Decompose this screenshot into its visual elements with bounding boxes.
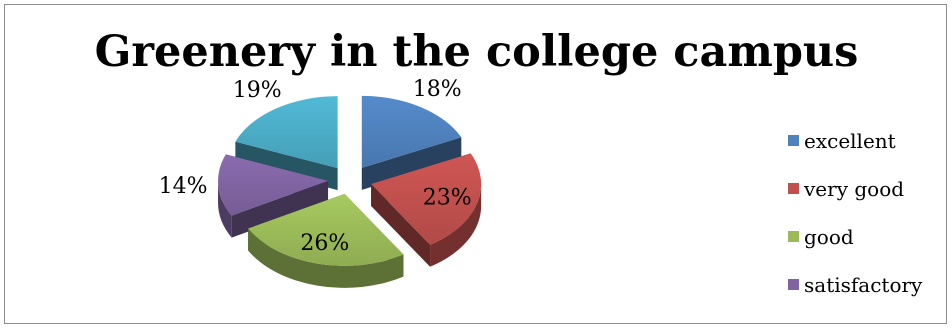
chart-area: Greenery in the college campus 18% 23% 26%… xyxy=(4,4,947,324)
pie-slice-wall xyxy=(361,137,462,190)
pie-data-label: 23% xyxy=(423,185,472,210)
pie-slice xyxy=(218,154,329,216)
legend-swatch xyxy=(788,135,799,146)
pie-slice xyxy=(371,153,482,245)
pie-slice-side xyxy=(248,228,404,288)
legend-swatch xyxy=(788,231,799,242)
pie-data-label: 18% xyxy=(413,77,462,102)
pie-data-label: 26% xyxy=(300,231,349,256)
legend-label: excellent xyxy=(804,129,896,153)
legend-item: good xyxy=(788,225,948,249)
pie-slice-wall xyxy=(371,183,431,267)
pie-slice-side xyxy=(218,180,232,238)
legend-label: good xyxy=(804,225,854,249)
chart-legend: excellent very good good satisfactory xyxy=(788,129,948,321)
pie-slice xyxy=(235,96,338,169)
pie-slice-side xyxy=(430,183,482,267)
legend-label: very good xyxy=(804,177,905,201)
pie-chart: 18% 23% 26% 14% 19% xyxy=(159,77,482,288)
legend-item: very good xyxy=(788,177,948,201)
pie-data-label: 19% xyxy=(233,78,282,103)
legend-label: satisfactory xyxy=(804,273,923,297)
legend-item: excellent xyxy=(788,129,948,153)
pie-data-label: 14% xyxy=(159,174,208,199)
pie-slice xyxy=(361,95,462,168)
legend-swatch xyxy=(788,183,799,194)
chart-title: Greenery in the college campus xyxy=(94,27,859,77)
legend-item: satisfactory xyxy=(788,273,948,297)
pie-slice xyxy=(248,193,404,266)
legend-swatch xyxy=(788,279,799,290)
